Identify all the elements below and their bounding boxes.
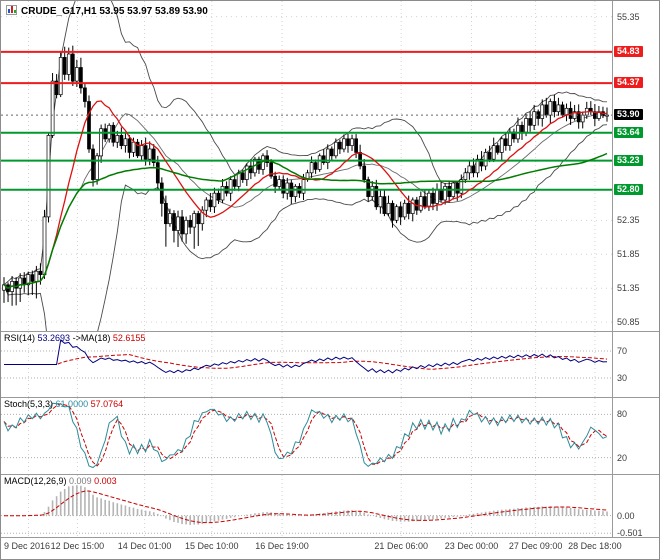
time-label: 12 Dec 15:00 [50, 541, 105, 551]
rsi-panel: RSI(14) 53.2693 ->MA(18) 52.6155 70 30 [1, 331, 659, 397]
stochastic-header: Stoch(5,3,3) 61.0000 57.0764 [4, 399, 123, 410]
main-panel: CRUDE_G17,H1 53.95 53.97 53.89 53.90 55.… [1, 1, 659, 331]
indicator-level-lines [1, 350, 612, 379]
rsi-tick: 30 [617, 373, 628, 384]
time-label: 16 Dec 19:00 [255, 541, 309, 551]
price-tick: 51.85 [617, 249, 640, 260]
chart-icon [6, 5, 17, 15]
macd-plot[interactable]: MACD(12,26,9) 0.009 0.003 [1, 475, 612, 537]
support-price-badge: 52.80 [614, 183, 643, 195]
rsi-name: RSI(14) [4, 333, 36, 343]
macd-canvas [1, 475, 612, 537]
stochastic-tick: 80 [617, 409, 628, 420]
macd-signal-line [4, 490, 608, 524]
stochastic-value: 61.0000 [55, 399, 89, 409]
price-tick: 50.85 [617, 317, 640, 328]
macd-header: MACD(12,26,9) 0.009 0.003 [4, 476, 117, 487]
stochastic-plot[interactable]: Stoch(5,3,3) 61.0000 57.0764 [1, 398, 612, 474]
main-chart-plot[interactable]: CRUDE_G17,H1 53.95 53.97 53.89 53.90 [1, 1, 612, 331]
time-label: 14 Dec 01:00 [117, 541, 172, 551]
resistance-price-badge: 54.83 [614, 45, 643, 57]
rsi-ma-value: 52.6155 [112, 333, 146, 343]
rsi-line [4, 339, 608, 374]
price-tick: 52.35 [617, 215, 640, 226]
rsi-ma-line [4, 354, 608, 370]
macd-tick: 0.00 [617, 510, 635, 521]
price-tick: 51.35 [617, 283, 640, 294]
support-price-badge: 53.23 [614, 154, 643, 166]
rsi-plot[interactable]: RSI(14) 53.2693 ->MA(18) 52.6155 [1, 332, 612, 397]
rsi-ma-name: ->MA(18) [72, 333, 111, 343]
time-label: 27 Dec 09:00 [508, 541, 563, 551]
time-label: 23 Dec 00:00 [444, 541, 499, 551]
rsi-header: RSI(14) 53.2693 ->MA(18) 52.6155 [4, 333, 145, 344]
stochastic-signal-line [3, 403, 608, 467]
stochastic-canvas [1, 398, 612, 474]
indicator-level-lines [1, 515, 612, 534]
moving-average-lines [3, 100, 608, 290]
rsi-canvas [1, 332, 612, 397]
macd-signal-value: 0.003 [94, 476, 117, 486]
price-tick: 55.35 [617, 11, 640, 22]
chart-title: CRUDE_G17,H1 53.95 53.97 53.89 53.90 [6, 5, 208, 17]
main-chart-canvas [1, 1, 612, 331]
stochastic-panel: Stoch(5,3,3) 61.0000 57.0764 80 20 [1, 397, 659, 474]
macd-tick: -0.501 [617, 528, 643, 539]
time-label: 9 Dec 2016 [4, 541, 51, 551]
macd-value: 0.009 [69, 476, 92, 486]
macd-histogram [7, 485, 608, 525]
candles-layer [2, 45, 609, 306]
stochastic-signal-value: 57.0764 [90, 399, 124, 409]
time-axis[interactable]: 9 Dec 2016 12 Dec 15:00 14 Dec 01:00 15 Dec… [1, 538, 659, 559]
macd-name: MACD(12,26,9) [4, 476, 67, 486]
resistance-price-badge: 54.37 [614, 77, 643, 89]
time-label: 21 Dec 06:00 [374, 541, 428, 551]
macd-axis[interactable]: 0.00 -0.501 [612, 475, 659, 539]
chart-symbol: CRUDE_G17,H1 [21, 6, 97, 17]
indicator-level-lines [1, 413, 612, 459]
horizontal-gridlines [1, 16, 612, 323]
rsi-axis[interactable]: 70 30 [612, 332, 659, 397]
rsi-tick: 70 [617, 345, 628, 356]
stochastic-main-line [3, 402, 608, 469]
current-price-badge: 53.90 [614, 109, 643, 121]
macd-panel: MACD(12,26,9) 0.009 0.003 0.00 -0.501 [1, 474, 659, 539]
stochastic-axis[interactable]: 80 20 [612, 398, 659, 474]
time-label: 28 Dec 18:00 [568, 541, 622, 551]
support-resistance-lines [1, 50, 612, 191]
time-axis-row: 9 Dec 2016 12 Dec 15:00 14 Dec 01:00 15 Dec… [1, 537, 659, 559]
rsi-value: 53.2693 [37, 333, 71, 343]
main-price-axis[interactable]: 55.35 52.35 51.85 51.35 50.85 54.83 54.37 53.64… [612, 1, 659, 331]
stochastic-tick: 20 [617, 452, 628, 463]
time-label: 15 Dec 10:00 [185, 541, 239, 551]
stochastic-name: Stoch(5,3,3) [4, 399, 54, 409]
chart-ohlc-values: 53.95 53.97 53.89 53.90 [99, 6, 208, 17]
support-price-badge: 53.64 [614, 126, 643, 138]
